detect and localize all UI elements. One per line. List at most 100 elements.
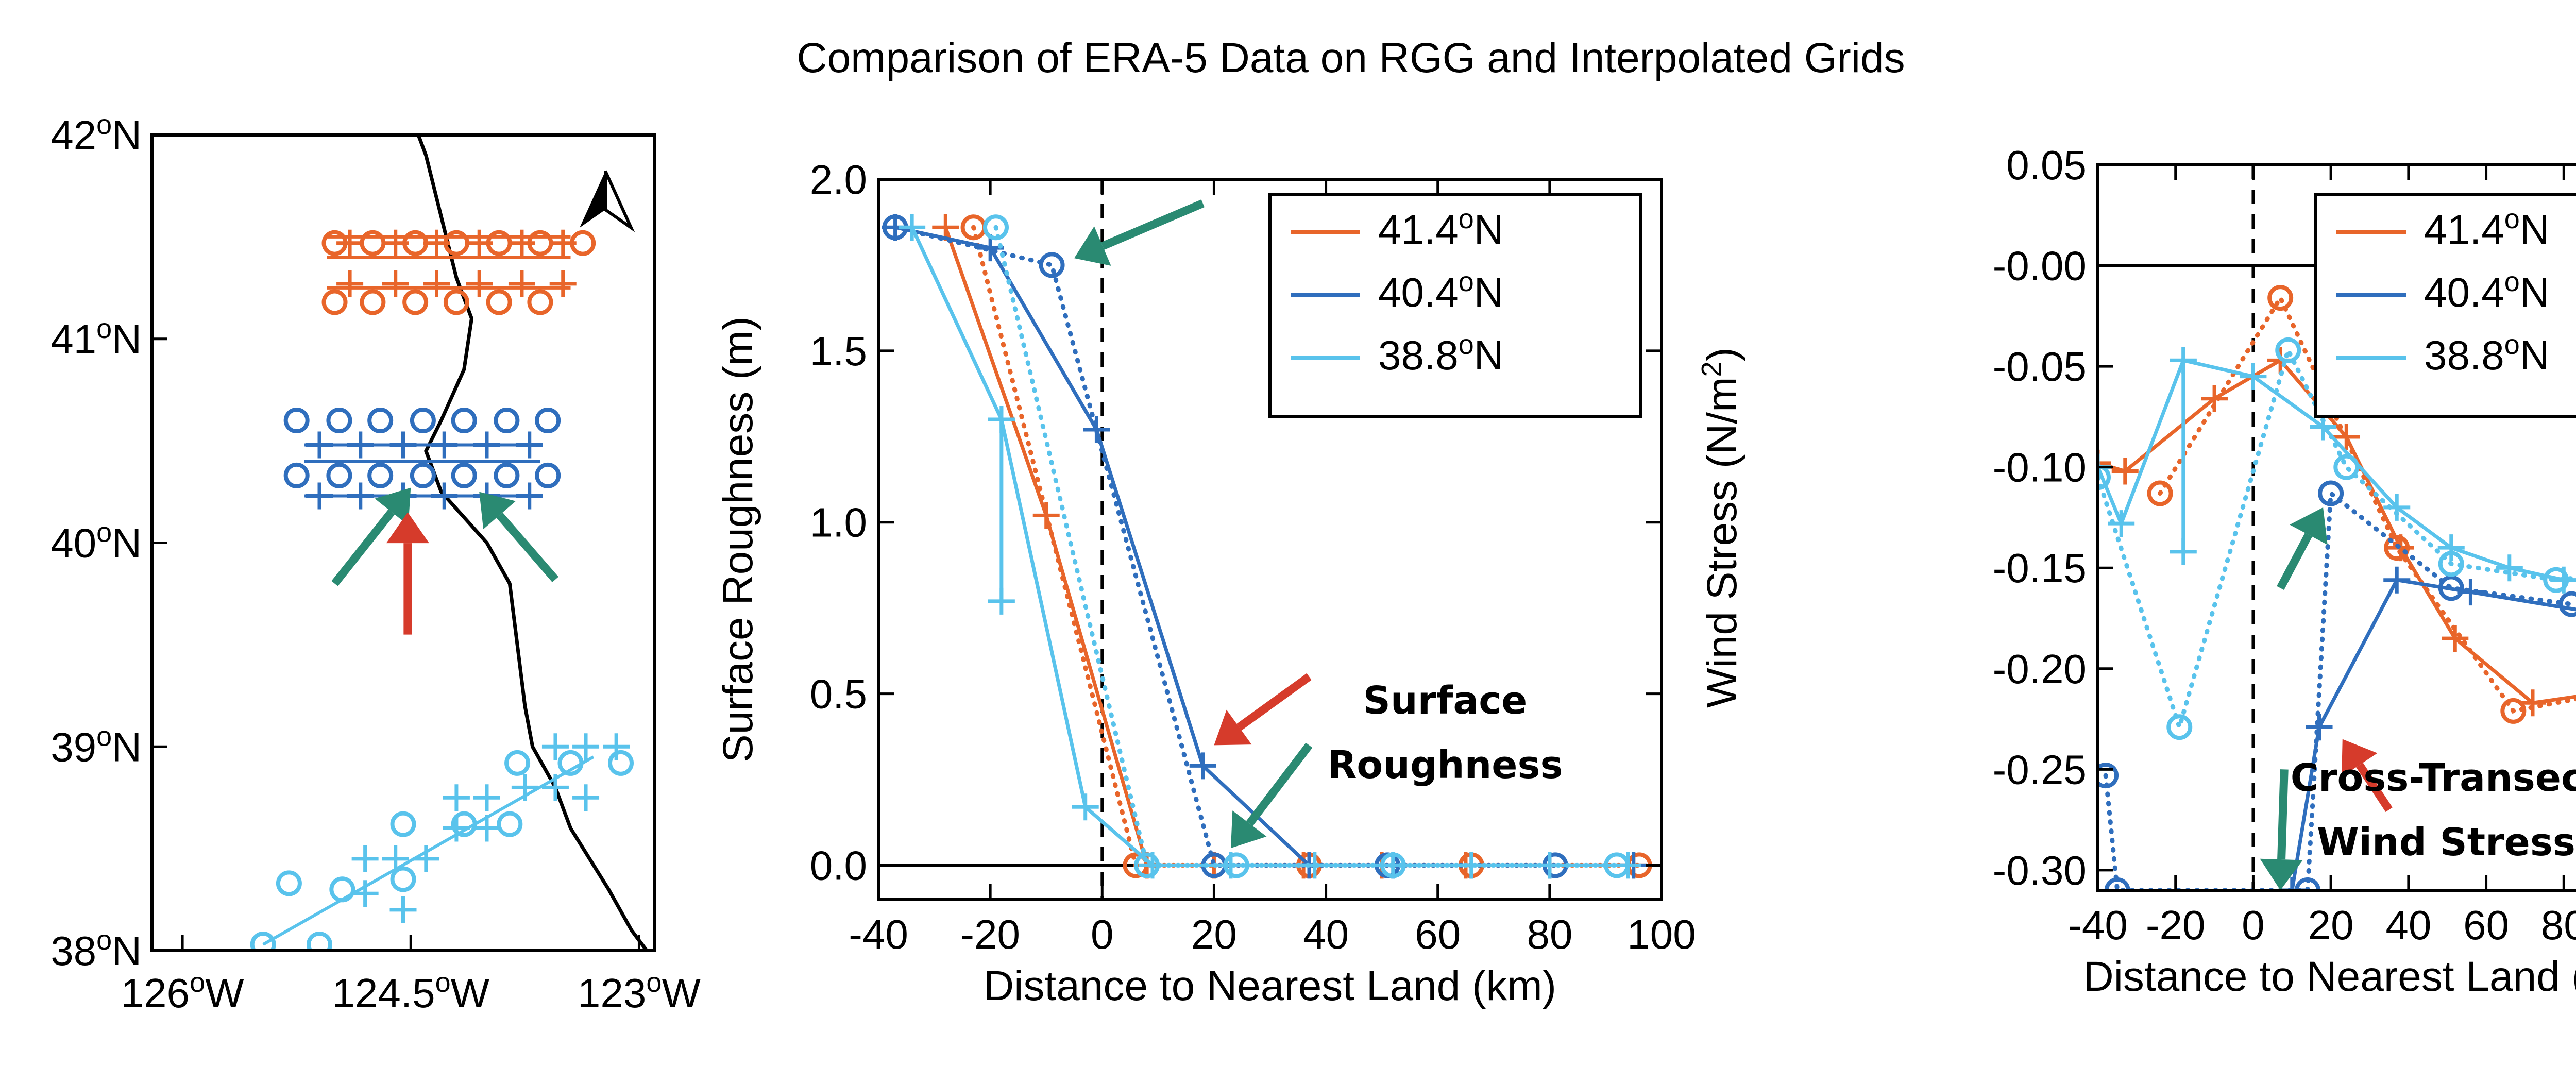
green-arrow-head	[2260, 858, 2303, 890]
circle-marker	[2104, 877, 2130, 890]
y-axis-label: Surface Roughness (m)	[715, 316, 761, 763]
plus-marker	[2240, 363, 2267, 390]
interpolated-point	[382, 845, 409, 872]
rgg-point	[307, 932, 332, 951]
interpolated-point	[549, 270, 577, 297]
plus-marker	[2170, 538, 2197, 565]
plot-frame	[2096, 163, 2576, 892]
interpolated-point	[473, 815, 500, 842]
legend-entry: 38.8oN	[1378, 329, 1504, 378]
plus-marker	[932, 214, 959, 241]
green-arrow-head	[1074, 226, 1111, 266]
circle-marker	[2294, 877, 2320, 890]
x-tick-label: 40	[1303, 911, 1349, 957]
plus-marker	[2333, 424, 2360, 450]
interpolated-point	[412, 845, 439, 872]
rgg-point	[443, 289, 469, 315]
rgg-point	[367, 408, 394, 434]
rgg-point	[504, 750, 531, 776]
red-arrow-shaft	[2356, 763, 2393, 812]
interpolated-point	[443, 815, 470, 842]
interpolated-point	[508, 229, 535, 257]
circle-marker	[2267, 285, 2294, 311]
y-tick-label: 2.0	[810, 157, 867, 202]
interpolated-point	[431, 431, 458, 459]
rgg-point	[451, 462, 477, 488]
red-arrow-shaft	[1236, 673, 1312, 731]
green-arrow-shaft	[2277, 533, 2313, 590]
circle-marker	[2500, 698, 2527, 724]
plus-marker	[2306, 714, 2333, 741]
rgg-point	[250, 932, 276, 951]
rgg-point	[451, 408, 477, 434]
x-tick-label: 80	[2541, 902, 2576, 948]
x-tick-label: 0	[1091, 911, 1114, 957]
circle-marker	[2438, 575, 2464, 601]
interpolated-point	[516, 431, 543, 459]
y-tick-label: 0.0	[810, 842, 867, 888]
series-line-light_blue-solid	[2098, 358, 2576, 582]
north-arrow-right	[604, 170, 635, 232]
plus-marker	[988, 587, 1015, 615]
circle-marker	[2543, 567, 2569, 593]
circle-marker	[2384, 535, 2410, 561]
plus-marker	[1458, 852, 1485, 879]
rgg-point	[535, 408, 561, 434]
rgg-point	[494, 408, 520, 434]
circle-marker	[2558, 591, 2576, 617]
rgg-point	[390, 811, 416, 837]
rgg-point	[608, 750, 634, 776]
y-tick-label: 42oN	[50, 109, 142, 158]
x-tick-label: 124.5oW	[332, 967, 489, 1016]
green-arrow-head	[479, 492, 516, 530]
legend-entry: 41.4oN	[2424, 204, 2550, 252]
interpolated-point	[508, 270, 535, 297]
interpolated-point	[351, 880, 379, 907]
circle-marker	[2147, 480, 2173, 506]
green-arrow-shaft	[496, 512, 558, 582]
rgg-point	[326, 408, 352, 434]
interpolated-point	[516, 482, 543, 510]
rgg-point	[321, 289, 348, 315]
coastline	[416, 135, 649, 951]
plus-marker	[1072, 793, 1099, 821]
rgg-point	[451, 811, 477, 837]
interpolated-point	[423, 229, 450, 257]
interpolated-point	[466, 229, 493, 257]
interpolated-point	[473, 431, 500, 459]
circle-marker	[2333, 454, 2360, 480]
x-tick-label: 20	[2308, 902, 2354, 948]
rgg-point	[283, 462, 310, 488]
red-arrow-head	[2342, 739, 2378, 777]
plus-marker	[2496, 554, 2523, 582]
rgg-point	[410, 462, 436, 488]
y-tick-label: 38oN	[50, 925, 142, 974]
x-tick-label: 80	[1527, 911, 1572, 957]
rgg-point	[367, 462, 394, 488]
y-axis-label: Wind Stress (N/m2)	[1696, 347, 1745, 708]
interpolated-point	[603, 733, 630, 760]
surface-roughness-panel: Surface Roughness 41.4oN 40.4oN 38.8oN -40 -20…	[715, 157, 1696, 1009]
interpolated-point	[336, 270, 364, 297]
y-tick-label: -0.10	[1993, 445, 2087, 490]
red-arrow-head	[1214, 709, 1252, 746]
y-tick-label: 1.0	[810, 500, 867, 546]
rgg-point	[410, 408, 436, 434]
legend-entry: 40.4oN	[2424, 266, 2550, 315]
rgg-point	[390, 866, 416, 892]
rgg-point	[497, 811, 523, 837]
x-tick-label: 20	[1191, 911, 1237, 957]
green-arrow-head	[375, 487, 411, 526]
legend: 41.4oN 40.4oN 38.8oN	[1268, 193, 1642, 418]
rgg-point	[402, 289, 429, 315]
north-arrow-icon	[580, 170, 635, 232]
rgg-point	[557, 750, 584, 776]
green-arrow-head	[2290, 507, 2328, 545]
interpolated-point	[541, 774, 569, 801]
plus-marker	[2098, 449, 2111, 477]
plus-marker	[2437, 534, 2465, 562]
green-arrow-shaft	[1246, 742, 1313, 826]
y-tick-label: 40oN	[50, 517, 142, 566]
green-arrow-shaft	[331, 509, 395, 586]
interpolated-point	[473, 784, 500, 811]
